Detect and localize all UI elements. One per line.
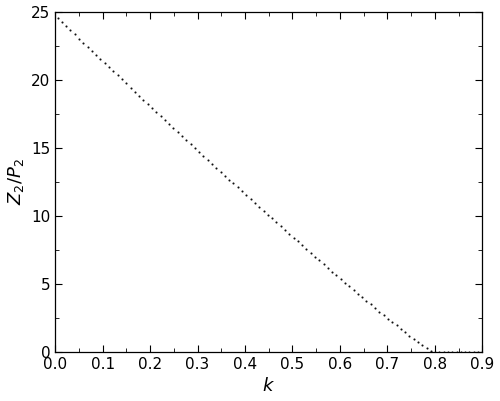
X-axis label: $k$: $k$: [262, 377, 276, 395]
Y-axis label: $Z_2/P_2$: $Z_2/P_2$: [6, 158, 25, 205]
